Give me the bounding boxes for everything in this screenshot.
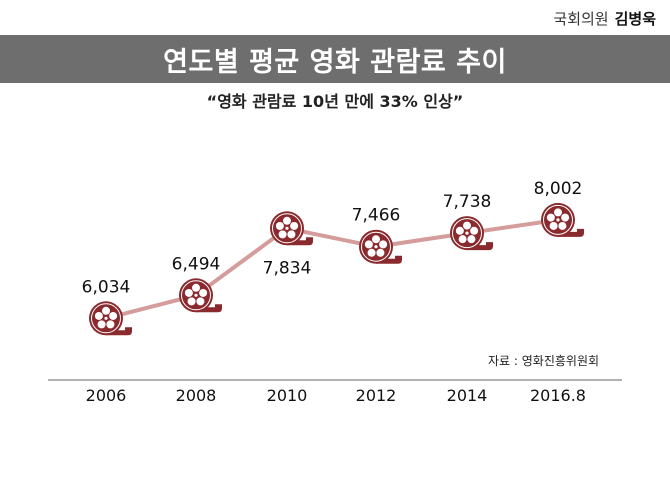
x-tick-label: 2006 (86, 386, 127, 405)
author-name: 김병욱 (614, 10, 656, 28)
data-label: 6,494 (172, 254, 221, 274)
chart-subtitle: “영화 관람료 10년 만에 33% 인상” (206, 92, 464, 111)
film-reel-icon (541, 202, 584, 237)
film-reel-icon (270, 211, 313, 246)
data-label: 6,034 (82, 277, 131, 297)
film-reel-icon (450, 216, 493, 251)
film-reel-icon (359, 229, 402, 264)
x-tick-label: 2008 (176, 386, 217, 405)
data-label: 8,002 (534, 179, 583, 199)
data-label: 7,834 (263, 258, 312, 278)
x-tick-label: 2014 (447, 386, 488, 405)
x-tick-label: 2012 (356, 386, 397, 405)
film-reel-icon (179, 278, 222, 313)
author-office: 국회의원 (553, 10, 609, 28)
data-label: 7,466 (352, 206, 401, 226)
chart-title: 연도별 평균 영화 관람료 추이 (163, 46, 507, 78)
source-note: 자료 : 영화진흥위원회 (488, 354, 600, 368)
data-label: 7,738 (443, 192, 492, 212)
film-reel-icon (89, 301, 132, 336)
x-tick-label: 2016.8 (530, 386, 586, 405)
title-bar: 연도별 평균 영화 관람료 추이 (0, 35, 670, 83)
author-credit: 국회의원 김병욱 (553, 8, 656, 29)
x-tick-label: 2010 (267, 386, 308, 405)
